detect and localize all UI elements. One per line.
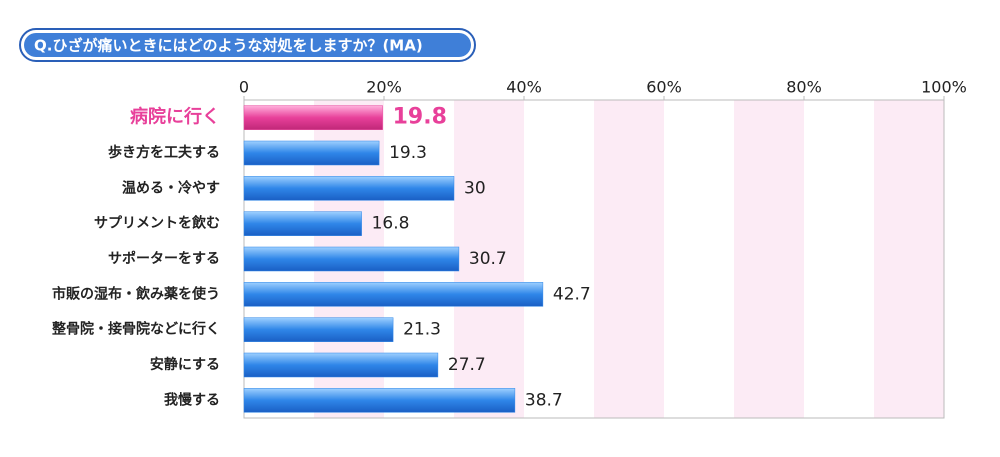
value-label: 42.7 xyxy=(553,284,591,304)
value-label: 16.8 xyxy=(372,214,410,234)
bar xyxy=(243,352,439,378)
bar xyxy=(243,282,544,307)
y-tick-label: 市販の湿布・飲み薬を使う xyxy=(52,285,220,302)
x-tick-label: 40% xyxy=(506,78,542,97)
x-tick-label: 0 xyxy=(239,78,249,97)
y-tick-label: 温める・冷やす xyxy=(122,179,220,196)
x-tick-label: 80% xyxy=(786,78,822,97)
bar xyxy=(243,176,455,201)
bar xyxy=(243,105,383,130)
y-tick-label: 整骨院・接骨院などに行く xyxy=(51,321,220,338)
x-tick-label: 100% xyxy=(921,78,967,97)
band xyxy=(454,100,524,418)
y-tick-label: 安静にする xyxy=(150,356,220,373)
y-tick-label: サポーターをする xyxy=(108,250,220,267)
x-tick-label: 20% xyxy=(366,78,402,97)
y-tick-label: 歩き方を工夫する xyxy=(108,144,220,161)
bar xyxy=(243,388,516,413)
chart-title: Q.ひざが痛いときにはどのような対処をしますか？(MA) xyxy=(34,37,423,55)
bar xyxy=(243,211,362,236)
y-tick-label: 我慢する xyxy=(164,391,220,408)
value-label: 30.7 xyxy=(469,249,507,269)
title-pill-inner xyxy=(24,33,471,57)
x-tick-label: 60% xyxy=(646,78,682,97)
value-label: 30 xyxy=(464,178,486,198)
value-label: 38.7 xyxy=(525,390,563,410)
bar xyxy=(243,317,394,342)
value-label: 19.8 xyxy=(393,105,447,130)
value-label: 27.7 xyxy=(448,355,486,375)
bar xyxy=(243,246,460,272)
band xyxy=(734,100,804,418)
y-tick-label: 病院に行く xyxy=(130,106,220,128)
band xyxy=(874,100,944,418)
value-label: 21.3 xyxy=(403,320,441,340)
bar xyxy=(243,140,380,166)
band xyxy=(594,100,664,418)
value-label: 19.3 xyxy=(389,143,427,163)
y-tick-label: サプリメントを飲む xyxy=(94,215,220,232)
